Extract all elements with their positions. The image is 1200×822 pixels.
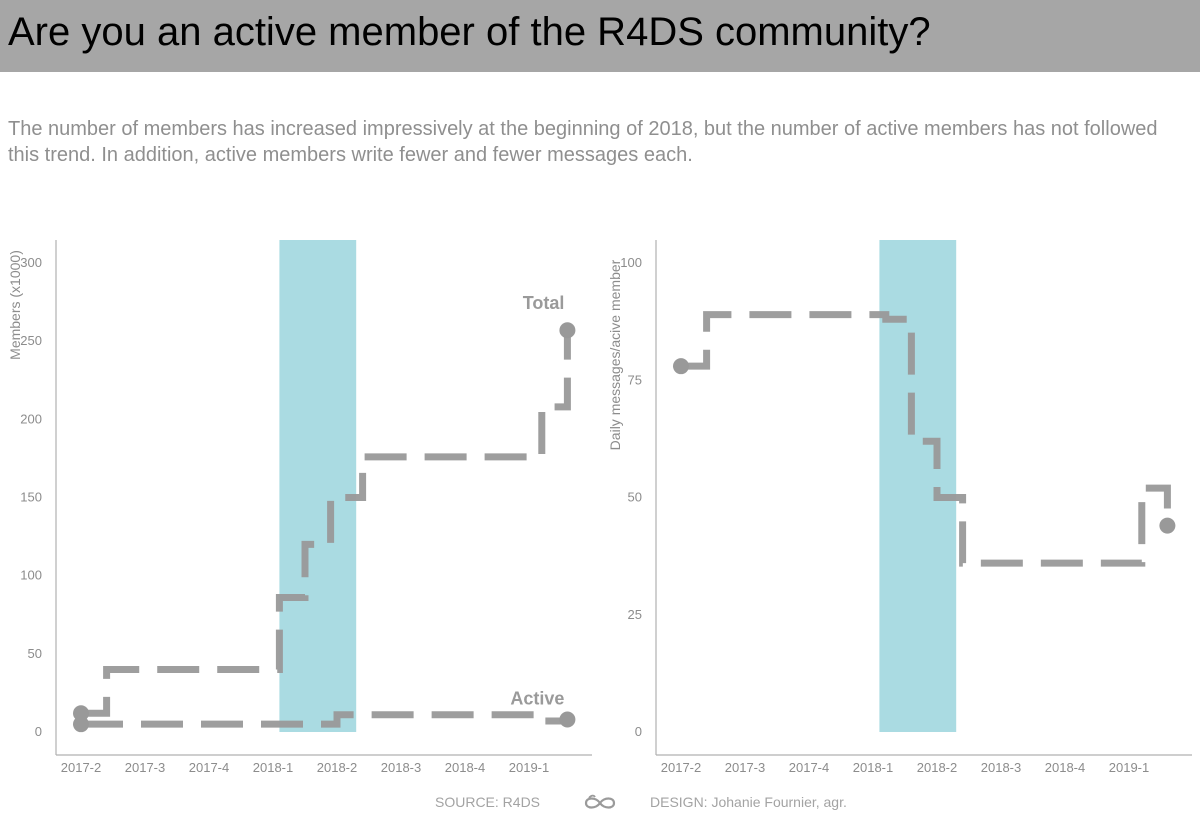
y-tick-label: 50	[28, 646, 42, 661]
title-bar: Are you an active member of the R4DS com…	[0, 0, 1200, 72]
x-tick-label: 2018-1	[253, 760, 293, 775]
x-tick-label: 2018-3	[981, 760, 1021, 775]
x-tick-label: 2019-1	[1109, 760, 1149, 775]
y-axis-title: Daily messages/acive member	[607, 259, 623, 450]
page-title: Are you an active member of the R4DS com…	[8, 10, 931, 54]
design-credit: DESIGN: Johanie Fournier, agr.	[650, 794, 847, 810]
y-tick-label: 50	[628, 490, 642, 505]
y-tick-label: 200	[20, 411, 42, 426]
x-tick-label: 2018-3	[381, 760, 421, 775]
messages-chart: 0 25 50 75 100 2017-2 2017-3 2017-4 2018-1 2018-2…	[607, 240, 1192, 775]
infinity-logo-icon	[580, 792, 620, 817]
footer: SOURCE: R4DS DESIGN: Johanie Fournier, a…	[0, 794, 1200, 814]
active-start-point	[73, 716, 89, 733]
x-tick-label: 2017-2	[661, 760, 701, 775]
y-tick-label: 25	[628, 607, 642, 622]
messages-series-line	[681, 311, 1171, 567]
x-tick-label: 2017-3	[125, 760, 165, 775]
y-tick-label: 150	[20, 490, 42, 505]
x-tick-label: 2018-2	[317, 760, 357, 775]
x-tick-label: 2017-3	[725, 760, 765, 775]
total-series-label: Total	[523, 293, 565, 313]
active-series-label: Active	[510, 688, 564, 708]
x-tick-label: 2019-1	[509, 760, 549, 775]
y-tick-label: 100	[620, 255, 642, 270]
x-tick-label: 2017-2	[61, 760, 101, 775]
y-tick-label: 100	[20, 568, 42, 583]
total-end-point	[559, 322, 576, 339]
total-start-point	[73, 705, 89, 722]
messages-end-point	[1159, 517, 1176, 534]
y-tick-label: 0	[635, 724, 642, 739]
x-tick-label: 2017-4	[789, 760, 829, 775]
x-tick-label: 2018-1	[853, 760, 893, 775]
total-series-line	[81, 330, 571, 717]
source-credit: SOURCE: R4DS	[435, 794, 541, 810]
x-tick-label: 2018-4	[1045, 760, 1085, 775]
x-tick-label: 2018-4	[445, 760, 485, 775]
x-tick-label: 2017-4	[189, 760, 229, 775]
x-tick-label: 2018-2	[917, 760, 957, 775]
y-tick-label: 250	[20, 333, 42, 348]
messages-start-point	[673, 358, 689, 375]
subtitle: The number of members has increased impr…	[8, 118, 1158, 166]
y-tick-label: 300	[20, 255, 42, 270]
y-tick-label: 75	[628, 372, 642, 387]
highlight-band	[879, 240, 957, 732]
members-chart: 0 50 100 150 200 250 300 2017-2 2017-3 2017-4 2018…	[7, 240, 592, 775]
y-tick-label: 0	[35, 724, 42, 739]
y-axis-title: Members (x1000)	[7, 250, 23, 360]
active-end-point	[559, 711, 576, 728]
highlight-band	[279, 240, 357, 732]
